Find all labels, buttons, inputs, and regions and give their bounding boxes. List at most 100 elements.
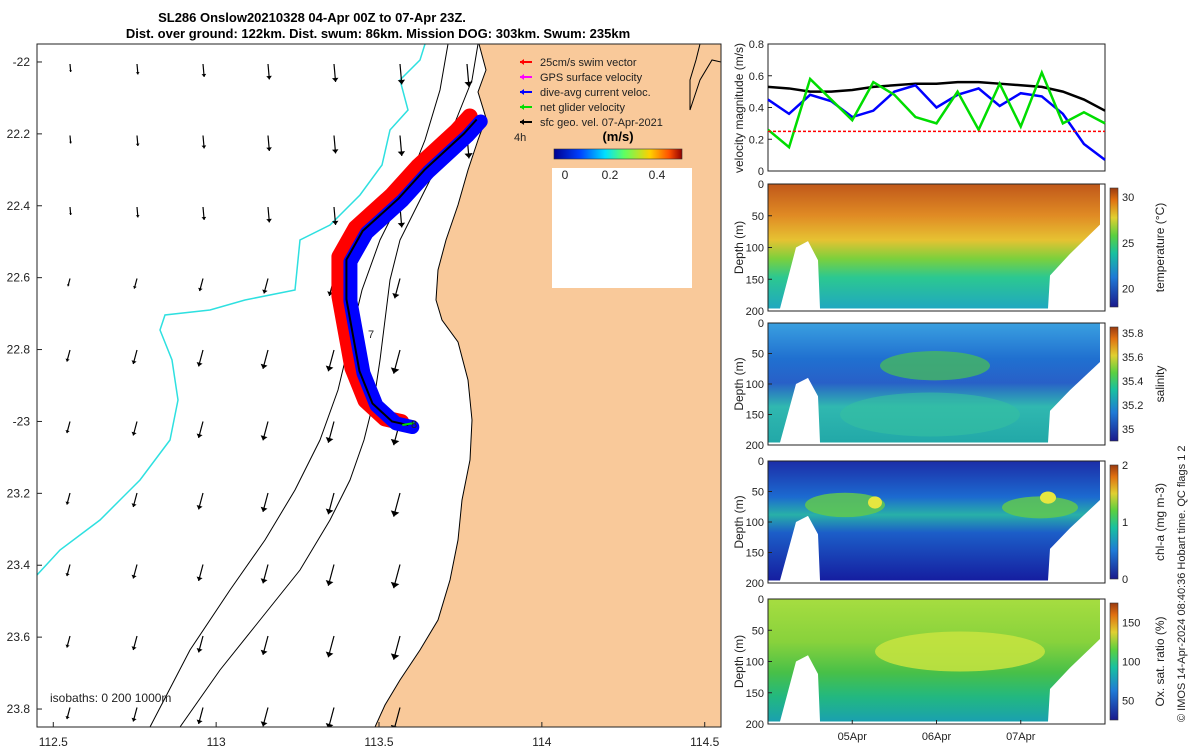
depth-tick-label: 100: [746, 379, 764, 391]
geo-vector-head: [327, 291, 334, 296]
geo-vector-head: [266, 147, 272, 151]
depth-tick-label: 200: [746, 440, 764, 452]
geo-vector-head: [69, 213, 72, 215]
velocity-series-line: [767, 69, 1106, 150]
depth-ylabel: Depth (m): [732, 495, 746, 548]
glider-track-line: [345, 118, 478, 427]
section-panel-4: 0 50 100 150 200 Depth (m) 50 100 150 Ox. sat. ra…: [732, 594, 1167, 731]
geo-vector-head: [390, 438, 400, 446]
depth-ylabel: Depth (m): [732, 221, 746, 274]
colorbar-tick-label: 30: [1122, 192, 1134, 204]
map-xtick-label: 114: [532, 735, 551, 749]
speed-cb-tick-2: 0.4: [649, 168, 666, 182]
time-tick-label: 07Apr: [1006, 731, 1036, 743]
map-ytick-label: -23: [13, 414, 31, 428]
geo-vector-head: [65, 358, 70, 362]
chl-feature: [1002, 496, 1078, 519]
map-legend: 25cm/s swim vector GPS surface velocity di…: [520, 57, 663, 129]
geo-vector-head: [65, 501, 70, 505]
depth-tick-label: 0: [758, 456, 764, 468]
colorbar-label: chl-a (mg m-3): [1153, 483, 1167, 561]
geo-vector-head: [325, 365, 334, 372]
geo-vector-head: [390, 581, 400, 589]
colorbar-tick-label: 35.6: [1122, 352, 1143, 364]
section-colorbar: [1109, 187, 1119, 308]
section-data-fill: [768, 184, 1100, 309]
glider-track: [331, 108, 488, 435]
geo-vector-head: [331, 220, 339, 225]
section-panel-3: 0 50 100 150 200 Depth (m) 0 1 2 chl-a (mg m-3): [732, 456, 1167, 590]
depth-tick-label: 100: [746, 657, 764, 669]
depth-tick-label: 50: [752, 625, 764, 637]
geo-vector: [394, 707, 401, 727]
colorbar-label: Ox. sat. ratio (%): [1153, 616, 1167, 706]
legend-label: dive-avg current veloc.: [540, 87, 651, 99]
legend-label: net glider velocity: [540, 102, 625, 114]
geo-vector-head: [69, 70, 72, 72]
map-axes: 112.5 113 113.5 114 114.5 -22 22.2 22.4 22.6 22.8…: [7, 55, 720, 749]
geo-vector-head: [262, 289, 268, 294]
isobaths-label: isobaths: 0 200 1000m: [50, 691, 171, 705]
figure-title-line1: SL286 Onslow20210328 04-Apr 00Z to 07-Ap…: [158, 10, 466, 25]
geo-vector-head: [201, 216, 207, 220]
colorbar-tick-label: 150: [1122, 618, 1140, 630]
geo-vector-head: [266, 218, 272, 223]
section-colorbar: [1109, 464, 1119, 580]
map-ytick-label: -22: [13, 55, 31, 69]
depth-tick-label: 100: [746, 517, 764, 529]
velocity-series: [767, 69, 1106, 161]
depth-ylabel: Depth (m): [732, 635, 746, 688]
colorbar-tick-label: 2: [1122, 460, 1128, 472]
geo-vector-head: [325, 651, 334, 658]
geo-vector-head: [196, 719, 203, 724]
section-data-fill: [768, 461, 1100, 581]
section-panel-1: 0 50 100 150 200 Depth (m) 20 25 30 temperature (…: [732, 179, 1167, 318]
legend-arrowhead: [520, 89, 524, 95]
colorbar-tick-label: 0: [1122, 574, 1128, 586]
geo-vector-head: [260, 435, 268, 441]
geo-vector-head: [390, 510, 400, 517]
depth-tick-label: 150: [746, 410, 764, 422]
geo-vector-head: [196, 433, 203, 438]
map-ytick-label: 22.4: [7, 199, 31, 213]
map-ytick-label: 23.2: [7, 486, 31, 500]
depth-tick-label: 200: [746, 578, 764, 590]
map-ytick-label: 22.6: [7, 271, 31, 285]
geo-vector-head: [260, 506, 268, 512]
dive-current-band: [343, 114, 488, 435]
salinity-feature: [840, 392, 1020, 437]
velocity-ytick-label: 0: [758, 166, 764, 178]
legend-arrowhead: [520, 104, 524, 110]
colorbar-tick-label: 35.2: [1122, 400, 1143, 412]
geo-vector-head: [331, 77, 339, 82]
map-ytick-label: 23.8: [7, 702, 31, 716]
colorbar-background: [552, 168, 692, 288]
figure-title-line2: Dist. over ground: 122km. Dist. swum: 86…: [126, 26, 630, 41]
geo-vector-head: [464, 81, 473, 87]
geo-vector-head: [131, 646, 137, 651]
colorbar-tick-label: 35: [1122, 424, 1134, 436]
colorbar-unit: (m/s): [602, 129, 633, 144]
geo-vector-head: [131, 431, 137, 436]
credit-text: © IMOS 14-Apr-2024 08:40:36 Hobart time.…: [1176, 445, 1188, 722]
geo-vector-head: [135, 71, 140, 75]
section-colorbar: [1109, 326, 1119, 442]
depth-tick-label: 50: [752, 211, 764, 223]
chl-feature: [805, 492, 885, 518]
legend-label: sfc geo. vel. 07-Apr-2021: [540, 117, 663, 129]
depth-tick-label: 200: [746, 719, 764, 731]
depth-ylabel: Depth (m): [732, 357, 746, 410]
geo-vector-head: [135, 214, 140, 218]
geo-vector-head: [131, 503, 137, 508]
colorbar-tick-label: 50: [1122, 696, 1134, 708]
geo-vector-head: [65, 572, 70, 577]
geo-vector-head: [325, 508, 334, 515]
depth-tick-label: 0: [758, 594, 764, 606]
geo-vector-head: [196, 362, 203, 367]
hours-label: 4h: [514, 132, 526, 144]
geo-vector-head: [133, 285, 137, 289]
geo-vector-head: [464, 153, 473, 159]
speed-colorbar: [553, 148, 683, 160]
